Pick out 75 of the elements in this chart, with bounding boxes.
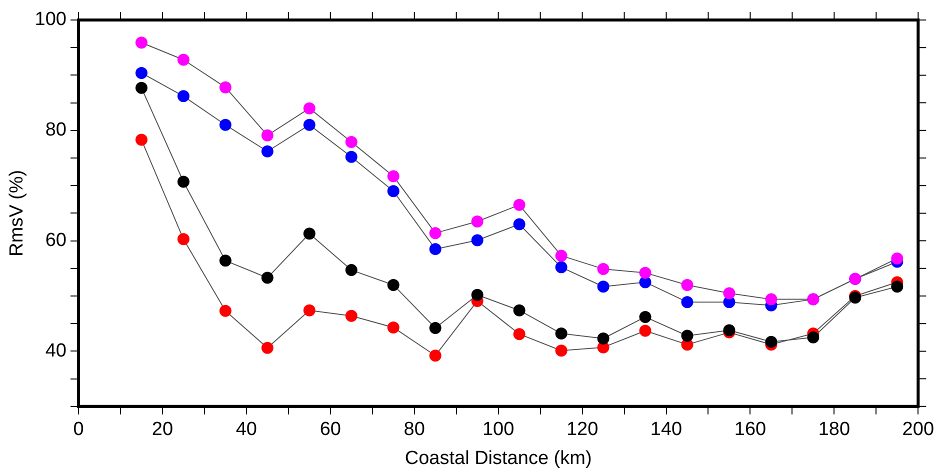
point	[597, 280, 610, 293]
point	[597, 332, 610, 345]
point	[219, 304, 232, 317]
x-tick-label: 0	[73, 419, 84, 440]
point	[471, 288, 484, 301]
point	[681, 330, 694, 342]
point	[765, 293, 778, 306]
point	[387, 170, 400, 182]
point	[345, 136, 358, 148]
point	[513, 304, 526, 316]
point	[639, 266, 652, 279]
point	[471, 215, 484, 228]
point	[681, 296, 694, 308]
point	[681, 278, 694, 291]
point	[387, 278, 400, 291]
point	[303, 102, 316, 114]
point	[135, 36, 148, 49]
x-axis-title: Coastal Distance (km)	[404, 448, 592, 469]
y-tick-label: 80	[45, 120, 66, 141]
point	[429, 243, 442, 256]
x-tick-label: 40	[236, 419, 257, 440]
point	[219, 254, 232, 267]
point	[429, 350, 442, 362]
point	[807, 331, 820, 344]
x-tick-label: 160	[734, 419, 766, 440]
point	[891, 280, 904, 293]
point	[723, 287, 736, 300]
point	[891, 252, 904, 264]
point	[135, 82, 148, 94]
x-tick-label: 60	[320, 419, 341, 440]
point	[303, 118, 316, 131]
point	[219, 81, 232, 94]
point	[135, 134, 148, 146]
point	[177, 90, 190, 102]
point	[177, 54, 190, 66]
point	[429, 322, 442, 334]
point	[261, 129, 274, 142]
x-tick-label: 200	[902, 419, 934, 440]
point	[765, 336, 778, 348]
point	[513, 198, 526, 211]
point	[429, 227, 442, 240]
y-tick-label: 100	[34, 9, 66, 30]
point	[261, 145, 274, 158]
point	[177, 176, 190, 188]
point	[471, 234, 484, 246]
point	[345, 264, 358, 276]
point	[555, 328, 568, 340]
point	[639, 310, 652, 323]
y-tick-label: 60	[45, 230, 66, 252]
point	[303, 304, 316, 316]
point	[219, 118, 232, 131]
point	[177, 233, 190, 246]
point	[513, 218, 526, 230]
point	[135, 66, 148, 79]
point	[555, 250, 568, 262]
point	[597, 262, 610, 275]
point	[345, 150, 358, 163]
point	[387, 185, 400, 198]
x-tick-label: 140	[650, 419, 682, 440]
y-tick-label: 40	[45, 340, 66, 362]
x-tick-label: 180	[818, 419, 850, 440]
y-axis-title: RmsV (%)	[6, 170, 28, 256]
point	[303, 228, 316, 240]
x-tick-label: 80	[404, 419, 425, 440]
point	[387, 321, 400, 334]
x-tick-label: 100	[482, 419, 514, 440]
point	[261, 272, 274, 284]
x-tick-label: 120	[566, 419, 598, 440]
point	[261, 342, 274, 354]
point	[555, 344, 568, 357]
point	[639, 324, 652, 337]
x-tick-label: 20	[152, 419, 174, 440]
point	[555, 261, 568, 274]
point	[513, 328, 526, 340]
point	[345, 310, 358, 322]
